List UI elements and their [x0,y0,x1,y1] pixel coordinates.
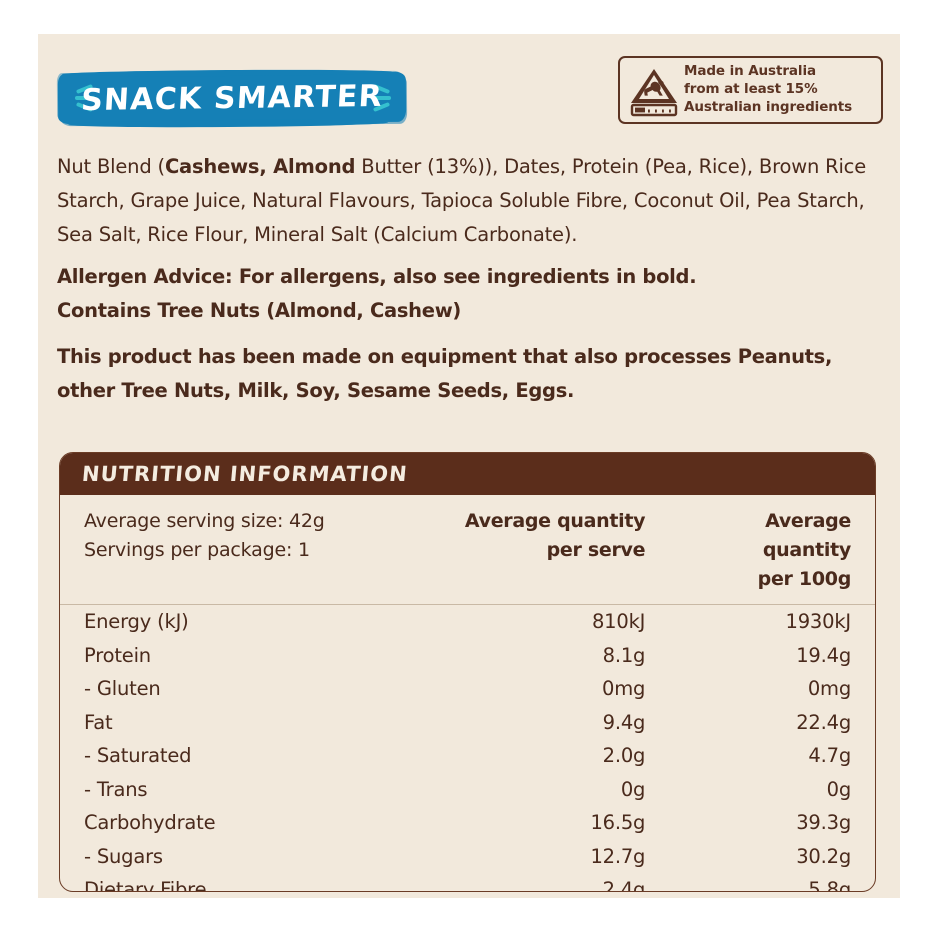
nutrition-row: Fat 9.4g 22.4g [60,706,875,740]
allergen-advice: Allergen Advice: For allergens, also see… [57,260,877,328]
precaution-line-2: other Tree Nuts, Milk, Soy, Sesame Seeds… [57,379,575,402]
nutrient-per-serve-value: 0g [620,777,646,801]
serving-info-cell: Average serving size: 42g Servings per p… [60,495,443,604]
allergen-advice-line-2: Contains Tree Nuts (Almond, Cashew) [57,299,462,322]
nutrient-per-100g-value: 4.7g [808,744,851,767]
nutrition-table: Average serving size: 42g Servings per p… [60,495,875,892]
nutrient-label: Dietary Fibre [84,878,207,892]
nutrient-per-100g-value: 39.3g [796,811,851,834]
ingredients-text: Nut Blend (Cashews, Almond Butter (13%))… [57,155,866,246]
made-in-australia-text: Made in Australia from at least 15% Aust… [682,63,852,117]
nutrient-per-100g-value: 1930kJ [785,610,852,633]
precaution-line-1: This product has been made on equipment … [57,345,833,368]
nutrient-label: - Gluten [84,677,161,700]
nutrition-panel-header: NUTRITION INFORMATION [60,453,875,495]
nutrient-per-100g-value: 0mg [807,677,851,700]
nutrition-row: Carbohydrate 16.5g 39.3g [60,806,875,840]
nutrient-per-100g-value: 0g [826,777,852,801]
nutrient-per-serve-value: 0mg [602,677,646,700]
nutrient-label: Protein [84,643,151,667]
nutrition-row: Protein 8.1g 19.4g [60,639,875,673]
snack-smarter-label: SNACK SMARTER [80,78,384,118]
nutrient-per-serve-value: 2.4g [602,878,646,892]
made-in-australia-badge: Made in Australia from at least 15% Aust… [618,56,883,124]
nutrition-row: - Sugars 12.7g 30.2g [60,840,875,874]
nutrition-row: - Gluten 0mg 0mg [60,672,875,706]
nutrient-per-serve-value: 2.0g [602,744,646,767]
nutrient-per-serve-value: 16.5g [590,811,646,834]
per-100g-header-line-2: per 100g [757,568,852,590]
nutrient-label: Energy (kJ) [84,610,189,633]
sparkle-lines-icon-left [74,81,104,115]
nutrition-row: Energy (kJ) 810kJ 1930kJ [60,605,875,639]
nutrient-per-serve-value: 810kJ [591,610,646,633]
nutrient-per-100g-value: 5.8g [808,878,851,892]
sparkle-lines-icon-right [362,81,392,115]
nutrient-per-100g-value: 22.4g [796,710,851,734]
aus-badge-line-2: from at least 15% [684,81,818,98]
aus-badge-line-3: Australian ingredients [684,98,853,115]
label-header: SNACK SMARTER [0,0,934,145]
aus-badge-line-1: Made in Australia [684,63,816,80]
nutrition-row: - Trans 0g 0g [60,773,875,807]
nutrition-table-header-row: Average serving size: 42g Servings per p… [60,495,875,604]
nutrient-per-serve-value: 12.7g [590,844,646,868]
nutrient-per-serve-value: 9.4g [602,710,646,734]
nutrition-table-body: Energy (kJ) 810kJ 1930kJ Protein 8.1g 19.4g - … [60,605,875,892]
nutrient-label: - Saturated [84,744,192,767]
nutrient-per-100g-value: 30.2g [796,844,851,868]
precautionary-allergen-statement: This product has been made on equipment … [57,340,877,408]
nutrition-row: Dietary Fibre 2.4g 5.8g [60,873,875,892]
nutrition-header-separator [60,604,875,605]
nutrient-label: - Sugars [84,844,163,868]
per-100g-column-header: Average quantity per 100g [671,495,875,604]
nutrient-per-100g-value: 19.4g [796,643,851,667]
nutrition-information-panel: NUTRITION INFORMATION Average serving si… [59,452,876,892]
per-100g-header-line-1: Average quantity [762,510,851,561]
per-serve-header-line-1: Average quantity [464,510,646,532]
nutrient-label: Fat [84,710,113,734]
allergen-advice-line-1: Allergen Advice: For allergens, also see… [57,265,697,288]
nutrient-label: - Trans [84,777,148,801]
nutrient-per-serve-value: 8.1g [602,643,646,667]
snack-smarter-badge: SNACK SMARTER [57,71,407,125]
nutrition-row: - Saturated 2.0g 4.7g [60,739,875,773]
per-serve-column-header: Average quantity per serve [443,495,671,604]
nutrient-label: Carbohydrate [84,811,216,834]
kangaroo-triangle-logo-icon [626,62,682,118]
per-serve-header-line-2: per serve [546,539,646,561]
servings-per-package-text: Servings per package: 1 [84,539,310,561]
serving-size-text: Average serving size: 42g [84,510,325,532]
nutrition-information-title: NUTRITION INFORMATION [80,462,409,486]
